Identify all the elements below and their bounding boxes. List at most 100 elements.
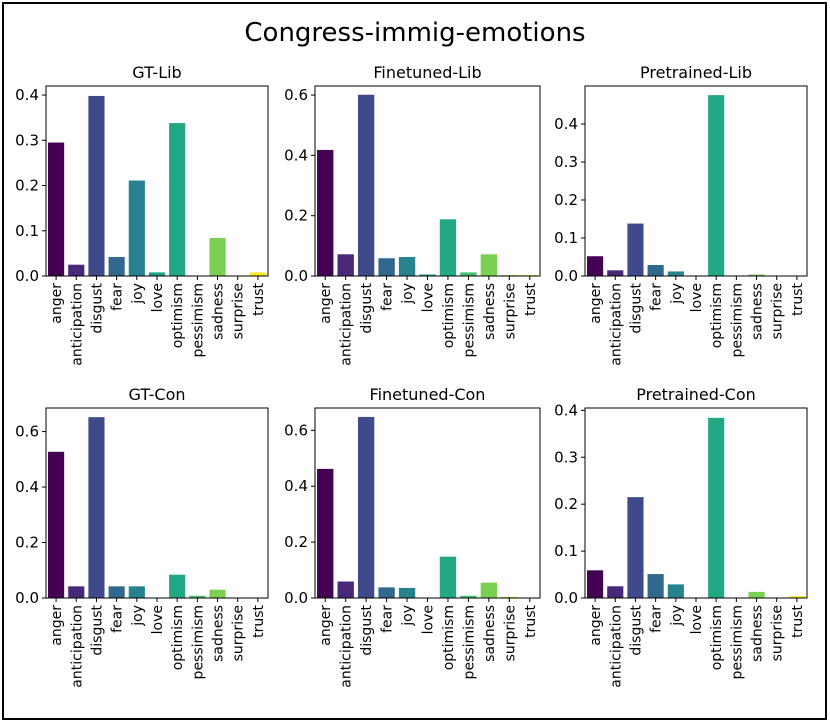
bar-optimism [439, 556, 457, 598]
x-tick-label: anticipation [69, 283, 85, 366]
y-tick-label: 0.0 [554, 589, 578, 607]
bar-fear [647, 264, 664, 276]
x-tick-label: pessimism [190, 283, 206, 357]
x-tick-label: fear [649, 283, 665, 311]
x-tick-label: pessimism [190, 605, 206, 679]
x-tick-label: disgust [628, 283, 644, 334]
x-tick-label: sadness [211, 283, 227, 340]
x-tick-label: surprise [770, 605, 786, 661]
bar-trust [788, 596, 805, 598]
x-tick-label: fear [649, 605, 665, 633]
bar-anticipation [607, 270, 624, 276]
x-tick-label: surprise [231, 283, 247, 339]
x-tick-label: fear [110, 283, 126, 311]
x-tick-label: fear [380, 283, 396, 311]
x-tick-label: anger [49, 283, 65, 324]
x-tick-label: joy [669, 283, 685, 305]
x-tick-label: optimism [170, 283, 186, 348]
x-tick-label: anticipation [69, 605, 85, 688]
x-tick-label: joy [130, 605, 146, 627]
bar-disgust [627, 497, 644, 598]
x-tick-label: surprise [231, 605, 247, 661]
bar-anger [48, 142, 65, 276]
y-tick-label: 0.6 [284, 421, 308, 439]
bar-anger [587, 256, 604, 276]
bar-love [419, 274, 436, 276]
bar-sadness [209, 589, 226, 598]
plot-frame [584, 407, 808, 599]
bar-sadness [748, 591, 765, 598]
x-tick-label: anticipation [608, 283, 624, 366]
bar-trust [249, 272, 266, 276]
chart-title: Pretrained-Con [636, 385, 756, 404]
x-tick-label: trust [790, 604, 806, 637]
bar-optimism [169, 123, 186, 276]
x-tick-label: love [150, 283, 166, 312]
y-tick-label: 0.4 [554, 115, 578, 133]
bar-anger [317, 149, 334, 276]
bar-disgust [357, 416, 375, 598]
bar-fear [647, 574, 664, 598]
bar-anticipation [68, 586, 85, 598]
bar-disgust [88, 95, 105, 276]
y-tick-label: 0.2 [554, 191, 578, 209]
y-tick-label: 0.1 [554, 542, 578, 560]
x-tick-label: joy [669, 605, 685, 627]
bar-disgust [88, 417, 105, 598]
y-tick-label: 0.0 [284, 589, 308, 607]
x-tick-label: trust [523, 604, 539, 637]
y-tick-label: 0.2 [284, 533, 308, 551]
chart-title: Finetuned-Con [370, 385, 486, 404]
x-tick-label: trust [251, 604, 267, 637]
x-tick-label: anger [588, 283, 604, 324]
plot-frame [45, 407, 269, 599]
x-tick-label: disgust [628, 605, 644, 656]
chart-gt-lib: GT-Lib anger anticipation disgust fear joy lov… [15, 63, 269, 366]
bar-optimism [708, 417, 725, 598]
bar-joy [667, 584, 684, 598]
bar-anticipation [337, 254, 354, 276]
y-tick-label: 0.0 [284, 267, 308, 285]
x-tick-label: surprise [502, 283, 518, 339]
y-tick-label: 0.0 [15, 589, 39, 607]
x-tick-label: joy [130, 283, 146, 305]
x-tick-label: sadness [482, 605, 498, 662]
x-tick-label: sadness [211, 605, 227, 662]
x-tick-label: optimism [709, 605, 725, 670]
x-tick-label: pessimism [461, 283, 477, 357]
plot-frame [314, 407, 541, 599]
x-tick-label: optimism [170, 605, 186, 670]
bar-anticipation [337, 581, 354, 598]
x-tick-label: sadness [750, 605, 766, 662]
bar-fear [108, 586, 125, 598]
y-tick-label: 0.4 [284, 477, 308, 495]
x-tick-label: disgust [359, 605, 375, 656]
y-tick-label: 0.4 [15, 86, 39, 104]
x-tick-label: sadness [482, 283, 498, 340]
x-tick-label: anticipation [339, 605, 355, 688]
x-tick-label: love [689, 605, 705, 634]
bar-optimism [439, 219, 457, 276]
figure-title: Congress-immig-emotions [244, 18, 585, 48]
plot-frame [45, 85, 269, 277]
bar-joy [398, 587, 416, 598]
bar-sadness [480, 582, 498, 598]
y-tick-label: 0.0 [15, 267, 39, 285]
x-tick-label: love [421, 605, 437, 634]
x-tick-label: anger [49, 605, 65, 646]
chart-title: GT-Con [128, 385, 185, 404]
bar-disgust [357, 94, 375, 276]
bar-love [148, 272, 166, 276]
chart-title: GT-Lib [132, 63, 181, 82]
x-tick-label: anticipation [339, 283, 355, 366]
bar-anticipation [68, 264, 85, 276]
bar-anticipation [607, 586, 624, 598]
chart-finetuned-lib: Finetuned-Lib anger anticipation disgust fea… [284, 63, 541, 366]
bar-anger [587, 570, 604, 598]
x-tick-label: disgust [89, 283, 105, 334]
y-tick-label: 0.2 [15, 534, 39, 552]
chart-pretrained-con: Pretrained-Con anger anticipation disgust fe… [554, 385, 808, 688]
x-tick-label: anger [588, 605, 604, 646]
x-tick-label: pessimism [461, 605, 477, 679]
